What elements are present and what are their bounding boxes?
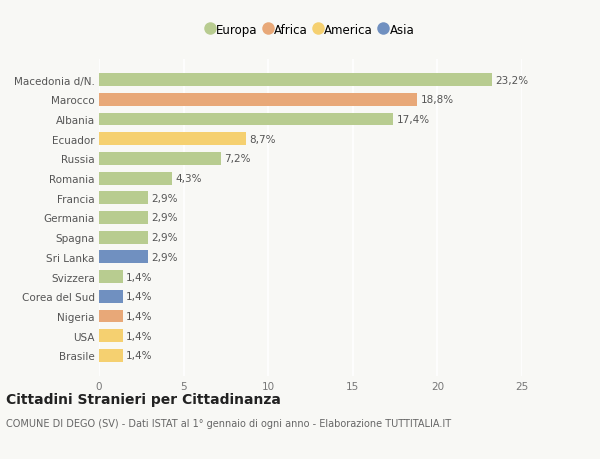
Text: 1,4%: 1,4% [126,351,152,361]
Text: 18,8%: 18,8% [421,95,454,105]
Bar [99,133,246,146]
Text: 1,4%: 1,4% [126,311,152,321]
Legend: Europa, Africa, America, Asia: Europa, Africa, America, Asia [204,21,417,39]
Bar [99,231,148,244]
Text: 2,9%: 2,9% [151,193,178,203]
Text: COMUNE DI DEGO (SV) - Dati ISTAT al 1° gennaio di ogni anno - Elaborazione TUTTI: COMUNE DI DEGO (SV) - Dati ISTAT al 1° g… [6,418,451,428]
Bar [99,113,394,126]
Bar [99,251,148,264]
Bar [99,74,491,87]
Bar [99,349,122,362]
Text: 4,3%: 4,3% [175,174,202,184]
Text: 23,2%: 23,2% [495,75,528,85]
Text: 1,4%: 1,4% [126,331,152,341]
Text: 8,7%: 8,7% [250,134,276,145]
Bar [99,330,122,342]
Text: 1,4%: 1,4% [126,291,152,302]
Text: 2,9%: 2,9% [151,213,178,223]
Bar [99,212,148,224]
Bar [99,310,122,323]
Text: 1,4%: 1,4% [126,272,152,282]
Bar [99,271,122,283]
Text: Cittadini Stranieri per Cittadinanza: Cittadini Stranieri per Cittadinanza [6,392,281,406]
Bar [99,172,172,185]
Bar [99,290,122,303]
Text: 7,2%: 7,2% [224,154,251,164]
Text: 2,9%: 2,9% [151,233,178,243]
Text: 2,9%: 2,9% [151,252,178,263]
Bar [99,94,417,106]
Bar [99,153,221,165]
Text: 17,4%: 17,4% [397,115,430,125]
Bar [99,192,148,205]
